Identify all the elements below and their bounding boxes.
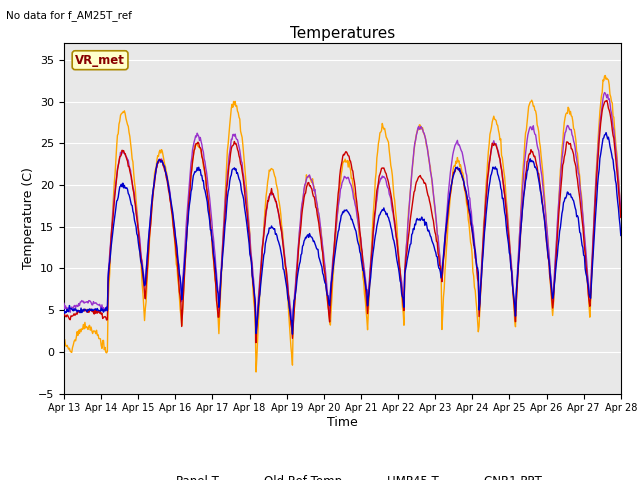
CNR1 PRT (617, 206, 625, 212)
Line: Panel T: Panel T (64, 100, 621, 343)
Panel T (411, 188, 419, 193)
Legend: Panel T, Old Ref Temp, HMP45 T, CNR1 PRT: Panel T, Old Ref Temp, HMP45 T, CNR1 PRT (138, 470, 547, 480)
Old Ref Temp (184, 213, 192, 219)
Text: No data for f_AM25T_ref: No data for f_AM25T_ref (6, 10, 132, 21)
Panel T (60, 312, 68, 317)
Panel T (214, 304, 221, 310)
CNR1 PRT (252, 328, 260, 334)
HMP45 T (602, 130, 610, 135)
Panel T (617, 215, 625, 220)
CNR1 PRT (184, 198, 192, 204)
Text: VR_met: VR_met (75, 54, 125, 67)
Old Ref Temp (428, 172, 435, 178)
Panel T (428, 205, 435, 211)
HMP45 T (184, 219, 192, 225)
Title: Temperatures: Temperatures (290, 25, 395, 41)
Old Ref Temp (127, 147, 135, 153)
Line: Old Ref Temp: Old Ref Temp (64, 75, 621, 372)
Panel T (603, 97, 611, 103)
Panel T (184, 215, 192, 221)
X-axis label: Time: Time (327, 416, 358, 429)
Panel T (252, 340, 260, 346)
Old Ref Temp (70, 338, 78, 344)
Old Ref Temp (60, 337, 68, 343)
Panel T (127, 174, 135, 180)
HMP45 T (617, 233, 625, 239)
CNR1 PRT (601, 90, 609, 96)
CNR1 PRT (127, 177, 135, 182)
Old Ref Temp (617, 213, 625, 219)
CNR1 PRT (411, 140, 419, 146)
Old Ref Temp (602, 72, 609, 78)
Line: HMP45 T: HMP45 T (64, 132, 621, 334)
HMP45 T (411, 221, 419, 227)
HMP45 T (289, 331, 296, 337)
Y-axis label: Temperature (C): Temperature (C) (22, 168, 35, 269)
Old Ref Temp (411, 142, 419, 147)
HMP45 T (60, 307, 68, 312)
Panel T (70, 311, 78, 317)
Line: CNR1 PRT: CNR1 PRT (64, 93, 621, 331)
HMP45 T (428, 234, 435, 240)
CNR1 PRT (214, 283, 221, 288)
Old Ref Temp (214, 305, 221, 311)
HMP45 T (214, 288, 221, 293)
Old Ref Temp (252, 369, 260, 375)
HMP45 T (127, 202, 135, 208)
CNR1 PRT (428, 171, 435, 177)
CNR1 PRT (60, 300, 68, 306)
HMP45 T (70, 306, 78, 312)
CNR1 PRT (70, 303, 78, 309)
